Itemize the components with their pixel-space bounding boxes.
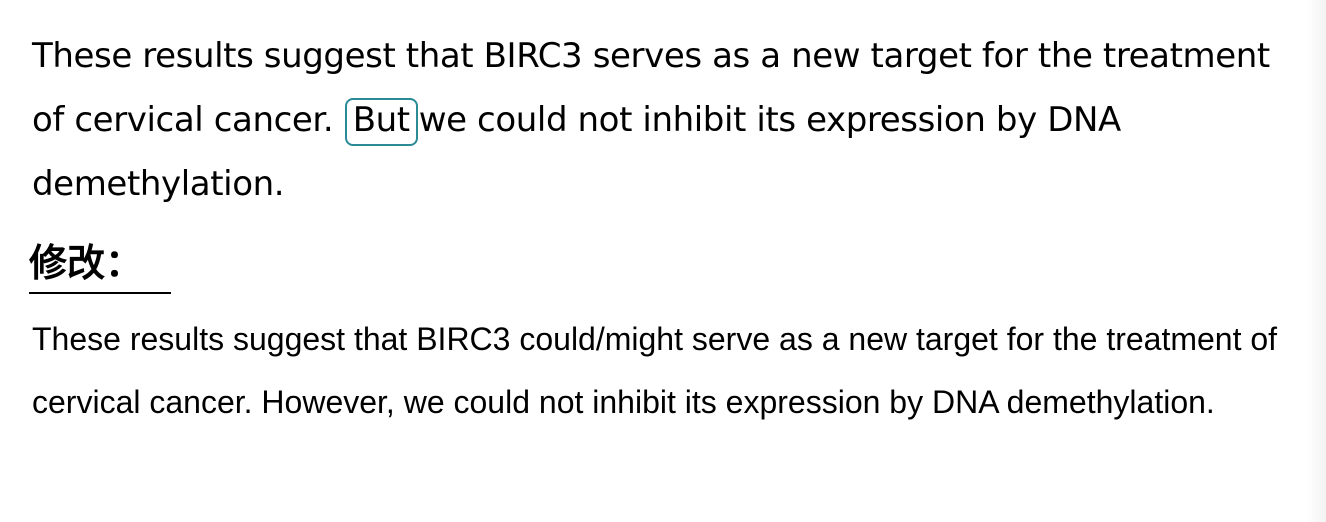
original-text-before: These results suggest that BIRC3 serves … [32,36,1270,140]
original-text-after: we could not inhibit its expression by D… [32,100,1121,204]
original-paragraph: These results suggest that BIRC3 serves … [32,24,1272,216]
revision-heading: 修改： [29,230,1312,300]
revised-paragraph: These results suggest that BIRC3 could/m… [32,321,1278,420]
page-edge-shade [1306,0,1326,522]
document-body: These results suggest that BIRC3 serves … [29,24,1312,434]
highlighted-word: But [344,98,418,146]
revision-heading-text: 修改： [29,234,172,294]
